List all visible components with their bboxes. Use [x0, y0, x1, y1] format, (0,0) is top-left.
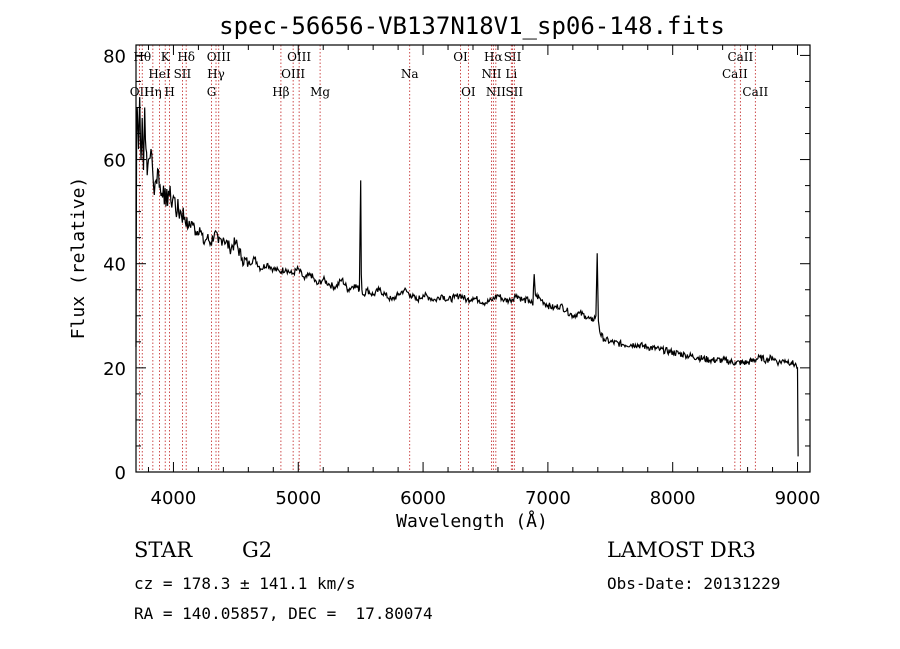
y-axis-title: Flux (relative) — [68, 177, 89, 340]
x-tick-label: 5000 — [275, 488, 321, 509]
line-marker: Mg — [310, 45, 330, 472]
line-label: CaII — [727, 50, 753, 64]
line-label: SII — [174, 67, 192, 81]
x-tick-label: 8000 — [650, 488, 696, 509]
line-marker: OIII — [207, 45, 231, 472]
spectral-line-markers: OIIHθHηHeIKHSIIHδGHγOIIIHβOIIIOIIIMgNaOI… — [130, 45, 768, 472]
line-label: NII — [486, 85, 506, 99]
line-label: Hδ — [177, 50, 195, 64]
line-label: Hθ — [133, 50, 151, 64]
line-marker: OI — [461, 45, 476, 472]
line-marker: Hη — [144, 45, 162, 472]
redshift-velocity: cz = 178.3 ± 141.1 km/s — [134, 574, 356, 593]
line-label: OI — [461, 85, 476, 99]
line-label: OIII — [287, 50, 311, 64]
line-marker: OIII — [281, 45, 305, 472]
x-tick-label: 6000 — [400, 488, 446, 509]
y-tick-label: 80 — [103, 46, 126, 67]
x-tick-label: 9000 — [775, 488, 821, 509]
y-tick-label: 40 — [103, 255, 126, 276]
line-marker: Hθ — [133, 45, 151, 472]
spectral-subclass: G2 — [242, 538, 273, 562]
line-label: Mg — [310, 85, 330, 99]
chart-title: spec-56656-VB137N18V1_sp06-148.fits — [219, 12, 725, 40]
line-marker: Hβ — [272, 45, 290, 472]
line-label: SII — [505, 85, 523, 99]
line-marker: Hδ — [177, 45, 195, 472]
line-label: OIII — [281, 67, 305, 81]
line-label: Li — [505, 67, 517, 81]
line-marker: Li — [505, 45, 517, 472]
y-axis-ticks: 0 20 40 60 80 — [103, 46, 810, 484]
line-marker: Na — [401, 45, 419, 472]
observation-date: Obs-Date: 20131229 — [607, 574, 781, 593]
line-marker: K — [161, 45, 171, 472]
line-marker: SII — [174, 45, 192, 472]
line-label: SII — [504, 50, 522, 64]
line-label: OI — [453, 50, 468, 64]
spectrum-line — [135, 97, 799, 457]
plot-frame — [135, 44, 811, 473]
line-marker: OI — [453, 45, 468, 472]
x-tick-label: 4000 — [151, 488, 197, 509]
line-marker: HeI — [148, 45, 171, 472]
line-marker: SII — [504, 45, 522, 472]
line-marker: OIII — [287, 45, 311, 472]
line-label: OII — [130, 85, 150, 99]
line-label: Hγ — [207, 67, 225, 81]
line-marker: H — [164, 45, 175, 472]
x-tick-label: 7000 — [525, 488, 571, 509]
x-axis-title: Wavelength (Å) — [396, 510, 548, 530]
survey-name: LAMOST DR3 — [607, 538, 756, 562]
y-tick-label: 0 — [115, 463, 126, 484]
y-tick-label: 20 — [103, 359, 126, 380]
line-marker: SII — [505, 45, 523, 472]
line-marker: CaII — [727, 45, 754, 472]
line-label: OIII — [207, 50, 231, 64]
line-label: K — [161, 50, 171, 64]
line-marker: Hα — [484, 45, 503, 472]
line-label: Hβ — [272, 85, 289, 99]
line-marker: NII — [486, 45, 506, 472]
line-label: Hη — [144, 85, 162, 99]
x-axis-ticks: 4000 5000 6000 7000 8000 9000 — [147, 45, 821, 509]
spectrum-chart: spec-56656-VB137N18V1_sp06-148.fits OIIH… — [68, 12, 821, 530]
line-label: HeI — [148, 67, 171, 81]
line-marker: NII — [481, 45, 502, 472]
sky-coordinates: RA = 140.05857, DEC = 17.80074 — [134, 604, 433, 623]
line-label: H — [164, 85, 174, 99]
line-marker: G — [207, 45, 217, 472]
line-label: G — [207, 85, 217, 99]
line-marker: CaII — [722, 45, 748, 472]
line-marker: CaII — [742, 45, 768, 472]
line-label: Na — [401, 67, 419, 81]
line-label: CaII — [742, 85, 768, 99]
line-label: Hα — [484, 50, 503, 64]
object-class: STAR — [134, 538, 193, 562]
y-tick-label: 60 — [103, 151, 126, 172]
line-marker: Hγ — [207, 45, 225, 472]
line-label: CaII — [722, 67, 748, 81]
line-label: NII — [481, 67, 501, 81]
